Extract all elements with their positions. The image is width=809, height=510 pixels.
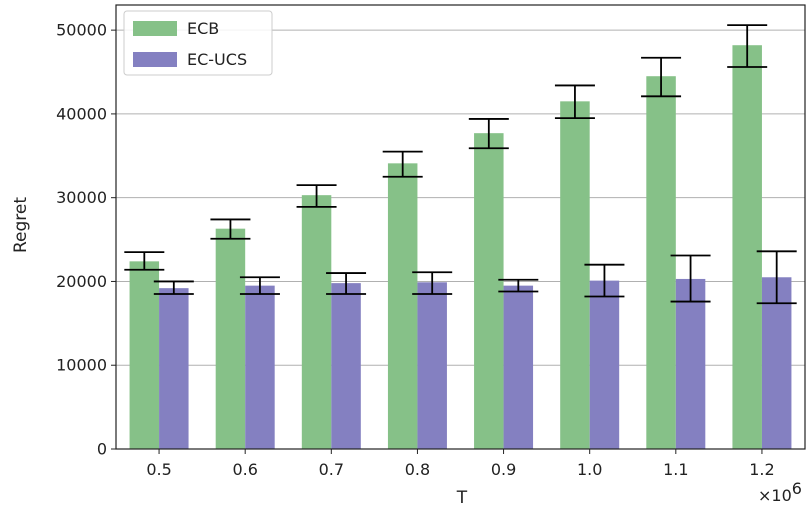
y-tick-label: 40000 (56, 104, 107, 123)
bars (129, 45, 792, 450)
legend-label-ec-ucs: EC-UCS (187, 50, 247, 69)
x-scale-offset-exponent: 6 (792, 479, 802, 498)
x-tick-label: 0.6 (232, 460, 257, 479)
legend: ECB EC-UCS (123, 10, 273, 76)
x-scale-offset-base: ×10 (758, 486, 792, 505)
bar-ec-ucs (159, 288, 189, 449)
x-tick-label: 0.5 (146, 460, 171, 479)
y-axis-label: Regret (11, 197, 31, 253)
x-tick-label: 1.0 (577, 460, 602, 479)
y-tick-label: 30000 (56, 188, 107, 207)
y-tick-label: 0 (97, 440, 107, 459)
y-tick-label: 10000 (56, 356, 107, 375)
bar-ec-ucs (675, 278, 706, 449)
legend-label-ecb: ECB (187, 19, 219, 38)
error-bars (124, 24, 797, 305)
bar-ec-ucs (589, 280, 620, 449)
x-tick-label: 1.2 (749, 460, 774, 479)
bar-ecb (301, 195, 332, 449)
bar-ecb (387, 163, 418, 449)
y-tick-label: 50000 (56, 21, 107, 40)
bar-ec-ucs (761, 277, 792, 449)
bar-ec-ucs (331, 283, 361, 449)
y-axis-ticks: 0 10000 20000 30000 40000 50000 (56, 21, 116, 459)
x-axis-ticks: 0.5 0.6 0.7 0.8 0.9 1.0 1.1 1.2 (146, 449, 775, 479)
bar-ecb (560, 101, 590, 449)
legend-swatch-ec-ucs (133, 52, 177, 67)
x-axis-label: T (456, 488, 468, 508)
x-tick-label: 1.1 (663, 460, 688, 479)
bar-ec-ucs (503, 285, 534, 449)
bar-ec-ucs (245, 285, 275, 449)
y-tick-label: 20000 (56, 272, 107, 291)
bar-ecb (215, 228, 246, 449)
x-scale-offset-label: ×106 (758, 479, 802, 505)
x-tick-label: 0.9 (491, 460, 516, 479)
x-tick-label: 0.7 (319, 460, 344, 479)
bar-ecb (129, 261, 160, 449)
bar-ecb (732, 45, 762, 450)
bar-ec-ucs (417, 282, 447, 449)
bar-ecb (646, 76, 676, 449)
legend-swatch-ecb (133, 21, 177, 36)
plot-frame (115, 4, 806, 450)
x-tick-label: 0.8 (405, 460, 430, 479)
